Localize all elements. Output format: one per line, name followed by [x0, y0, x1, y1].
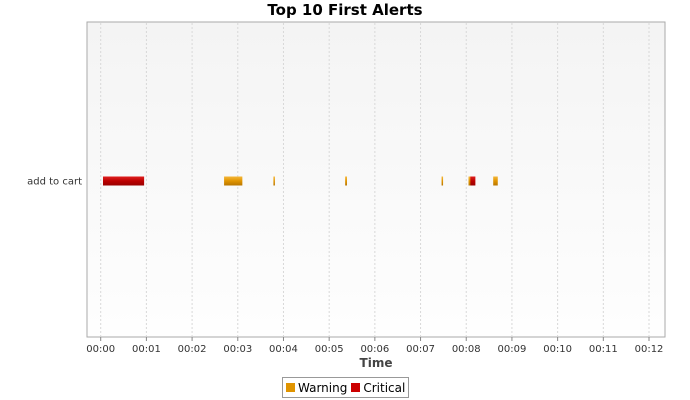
x-tick-label: 00:07 — [406, 344, 435, 355]
warning-alert-bar[interactable] — [273, 176, 275, 186]
legend-label: Warning — [298, 380, 348, 395]
critical-alert-bar[interactable] — [470, 176, 476, 186]
x-axis-title: Time — [360, 356, 393, 370]
x-tick-label: 00:00 — [86, 344, 115, 355]
x-tick-label: 00:12 — [635, 344, 664, 355]
warning-alert-bar[interactable] — [224, 176, 243, 186]
x-tick-label: 00:06 — [360, 344, 389, 355]
legend-swatch — [286, 383, 295, 392]
plot-area — [86, 21, 666, 338]
legend-item-warning: Warning — [286, 381, 347, 395]
x-tick-label: 00:11 — [589, 344, 618, 355]
category-label: add to cart — [27, 177, 82, 188]
category-labels: add to cart — [27, 177, 82, 188]
x-axis-ticks: 00:00 00:01 00:02 00:03 00:04 00:05 00:06 00:07… — [86, 337, 663, 355]
warning-alert-bar[interactable] — [345, 176, 347, 186]
chart-title: Top 10 First Alerts — [267, 1, 423, 19]
warning-alert-bar[interactable] — [441, 176, 444, 186]
x-tick-label: 00:05 — [315, 344, 344, 355]
warning-alert-bar[interactable] — [468, 176, 472, 186]
legend: Warning Critical — [282, 377, 410, 398]
x-tick-label: 00:10 — [543, 344, 572, 355]
alert-bars — [102, 176, 498, 186]
x-tick-label: 00:02 — [178, 344, 207, 355]
warning-alert-bar[interactable] — [493, 176, 498, 186]
x-tick-label: 00:04 — [269, 344, 298, 355]
legend-swatch — [351, 383, 361, 392]
x-tick-label: 00:09 — [498, 344, 527, 355]
critical-alert-bar[interactable] — [102, 176, 145, 186]
legend-label: Critical — [363, 380, 406, 395]
x-tick-label: 00:03 — [223, 344, 252, 355]
legend-item-critical: Critical — [351, 381, 405, 395]
x-tick-label: 00:01 — [132, 344, 161, 355]
x-tick-label: 00:08 — [452, 344, 481, 355]
